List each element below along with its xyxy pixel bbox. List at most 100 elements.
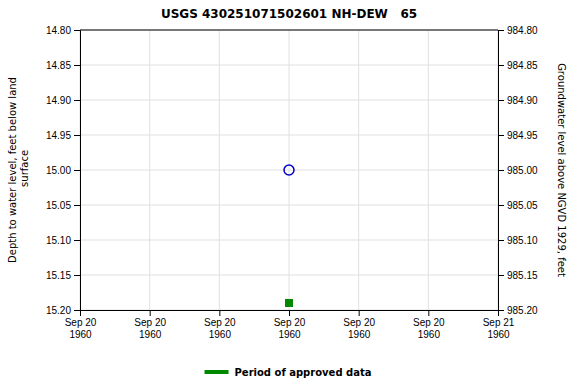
tick-label: Sep 201960	[204, 317, 236, 340]
tick: 14.95	[46, 130, 80, 141]
x-axis: Sep 201960 Sep 201960 Sep 201960 Sep 201960…	[65, 310, 515, 340]
tick-label: 985.20	[507, 305, 538, 316]
chart: 14.80 14.85 14.90 14.95 15.00 15.05 15.10 15.15…	[0, 0, 576, 384]
tick-mark	[74, 240, 80, 241]
tick-label: 985.00	[507, 165, 538, 176]
legend-swatch	[205, 370, 229, 374]
tick: 15.15	[46, 270, 80, 281]
tick: 985.15	[498, 270, 538, 281]
tick-label: 985.15	[507, 270, 538, 281]
tick-mark	[498, 310, 499, 316]
tick-label: Sep 201960	[65, 317, 97, 340]
y-axis-title: Depth to water level, feet below land su…	[7, 77, 30, 263]
tick: 15.10	[46, 235, 80, 246]
frame	[80, 30, 498, 31]
tick: 14.85	[46, 60, 80, 71]
title: USGS 430251071502601 NH-DEW 65	[161, 7, 417, 21]
point	[286, 300, 293, 307]
grid	[80, 30, 498, 310]
tick-mark	[498, 170, 504, 171]
tick: 984.85	[498, 60, 538, 71]
tick-label: 14.90	[46, 95, 71, 106]
grid-line-x	[149, 30, 150, 310]
tick-label: 985.05	[507, 200, 538, 211]
tick-mark	[498, 135, 504, 136]
plot: 14.80 14.85 14.90 14.95 15.00 15.05 15.10 15.15…	[46, 25, 538, 340]
points	[284, 165, 294, 307]
tick: 984.80	[498, 25, 538, 36]
tick: 15.05	[46, 200, 80, 211]
tick-label: 14.80	[46, 25, 71, 36]
y-axis: 14.80 14.85 14.90 14.95 15.00 15.05 15.10 15.15…	[46, 25, 81, 316]
tick-label: 14.85	[46, 60, 71, 71]
tick-mark	[498, 205, 504, 206]
legend: Period of approved data	[205, 367, 372, 378]
tick-mark	[289, 310, 290, 316]
tick-label: Sep 211960	[483, 317, 515, 340]
tick-label: Sep 201960	[274, 317, 306, 340]
point	[284, 165, 294, 175]
tick: 15.20	[46, 305, 80, 316]
tick-label: 984.85	[507, 60, 538, 71]
tick-label: 985.10	[507, 235, 538, 246]
tick: 985.05	[498, 200, 538, 211]
legend-label: Period of approved data	[235, 367, 372, 378]
tick-mark	[498, 65, 504, 66]
tick-mark	[74, 135, 80, 136]
tick: Sep 211960	[483, 310, 515, 340]
tick: Sep 201960	[274, 310, 306, 340]
tick: 14.80	[46, 25, 80, 36]
grid-line-x	[289, 30, 290, 310]
tick-mark	[428, 310, 429, 316]
tick: 985.00	[498, 165, 538, 176]
tick-mark	[150, 310, 151, 316]
tick-label: 15.20	[46, 305, 71, 316]
tick-label: 984.80	[507, 25, 538, 36]
tick: 985.20	[498, 305, 538, 316]
tick-mark	[74, 30, 80, 31]
tick-mark	[498, 275, 504, 276]
axis-line	[81, 311, 499, 317]
grid-line-x	[219, 30, 220, 310]
tick: Sep 201960	[204, 310, 236, 340]
tick: 985.10	[498, 235, 538, 246]
tick: Sep 201960	[134, 310, 166, 340]
y2-axis-title: Groundwater level above NGVD 1929, feet	[556, 63, 567, 277]
tick-label: 15.15	[46, 270, 71, 281]
tick-mark	[74, 65, 80, 66]
grid-line-y	[80, 30, 498, 31]
tick-label: Sep 201960	[413, 317, 445, 340]
tick-label: Sep 201960	[343, 317, 375, 340]
axis-line	[499, 31, 505, 311]
tick-mark	[80, 310, 81, 316]
tick-label: 984.90	[507, 95, 538, 106]
tick-mark	[219, 310, 220, 316]
tick-mark	[498, 30, 504, 31]
tick-mark	[359, 310, 360, 316]
tick-mark	[498, 240, 504, 241]
tick-label: 984.95	[507, 130, 538, 141]
tick: Sep 201960	[413, 310, 445, 340]
tick: Sep 201960	[343, 310, 375, 340]
tick-mark	[74, 205, 80, 206]
tick-label: 14.95	[46, 130, 71, 141]
tick: Sep 201960	[65, 310, 97, 340]
grid-line-x	[428, 30, 429, 310]
tick: 15.00	[46, 165, 80, 176]
tick-label: 15.00	[46, 165, 71, 176]
tick-mark	[498, 100, 504, 101]
tick-mark	[74, 275, 80, 276]
tick-label: 15.05	[46, 200, 71, 211]
tick-mark	[74, 100, 80, 101]
tick: 984.95	[498, 130, 538, 141]
legend-item: Period of approved data	[205, 367, 372, 378]
tick: 984.90	[498, 95, 538, 106]
y2-axis: 984.80 984.85 984.90 984.95 985.00 985.05 985.…	[498, 25, 538, 316]
tick-mark	[74, 170, 80, 171]
tick-label: 15.10	[46, 235, 71, 246]
tick: 14.90	[46, 95, 80, 106]
tick-label: Sep 201960	[134, 317, 166, 340]
tick-mark	[74, 310, 80, 311]
axis-line	[74, 31, 81, 311]
grid-line-x	[358, 30, 359, 310]
